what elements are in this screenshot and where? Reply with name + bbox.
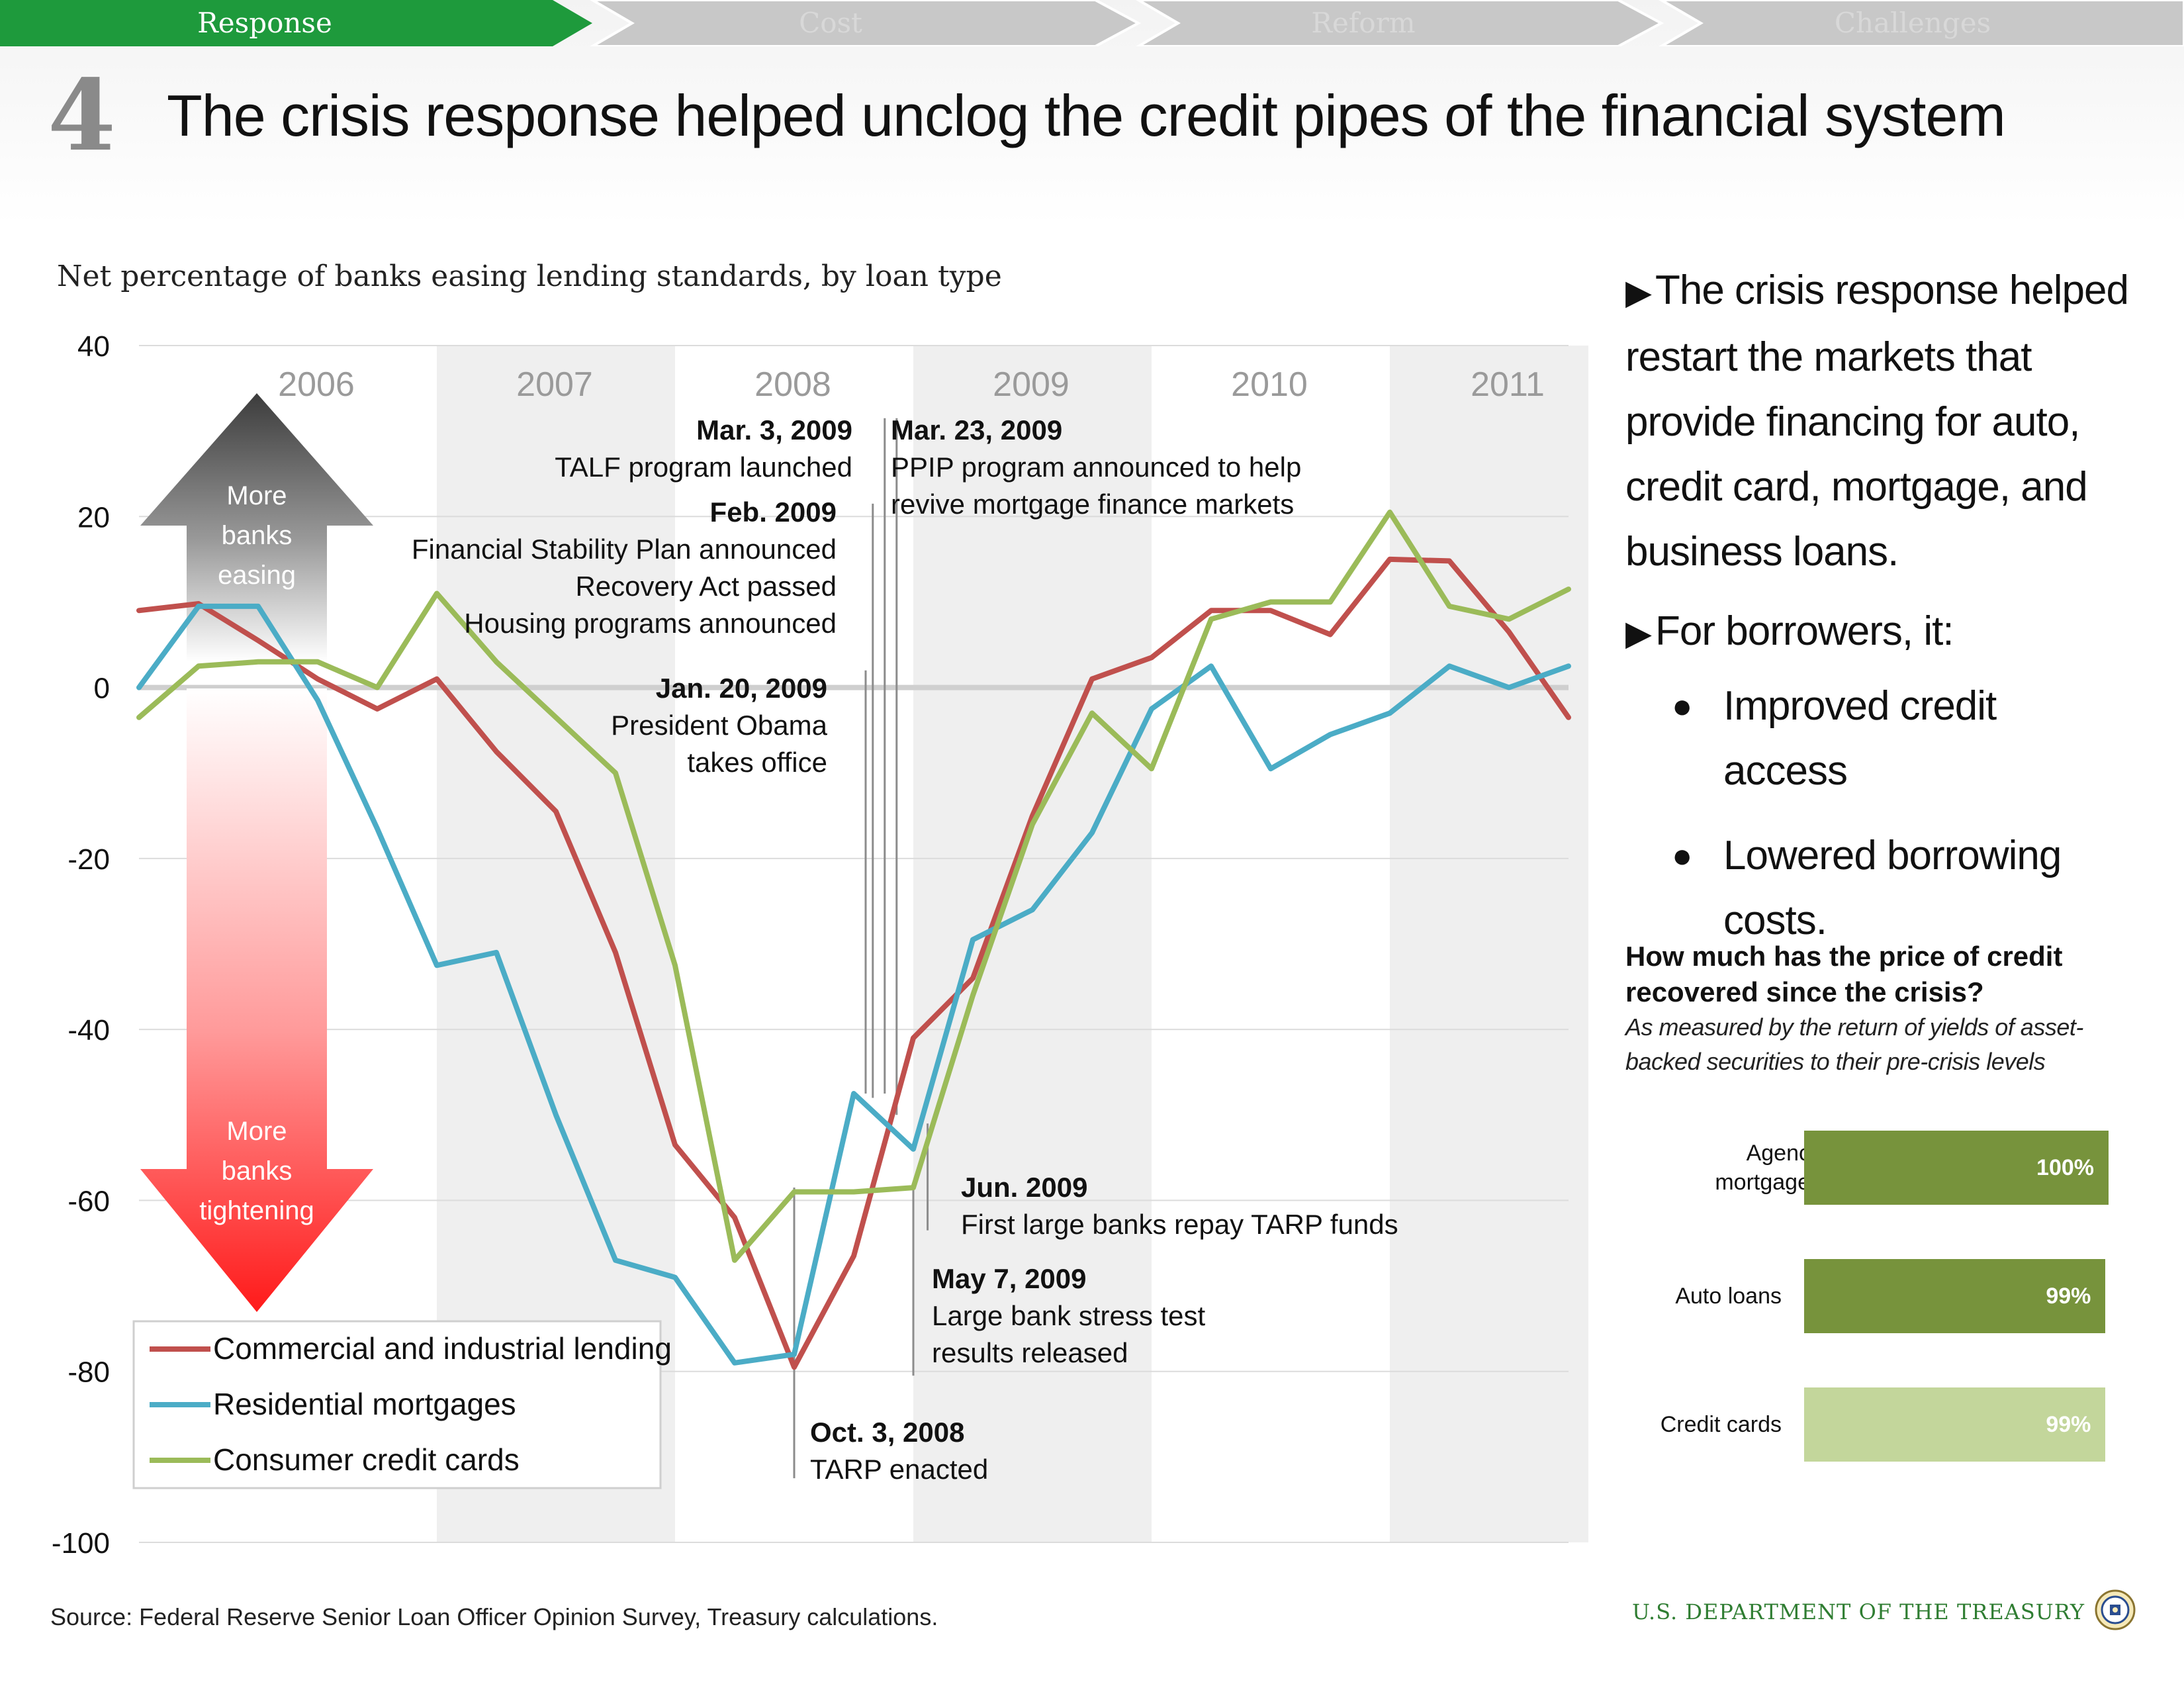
y-tick-label: -100 (52, 1527, 110, 1560)
credit-recovery-bars: Agency mortgages 100% Auto loans 99% Cre… (1625, 1125, 2128, 1470)
tightening-arrow-label: More (226, 1117, 287, 1146)
legend-box (132, 1320, 662, 1489)
annotation-text: Large bank stress test (932, 1300, 1206, 1331)
chart-title: Net percentage of banks easing lending s… (57, 259, 1002, 293)
dot-bullet-icon: ● (1672, 687, 1692, 726)
annotation-text: TARP enacted (810, 1454, 988, 1485)
list-item: ● Improved credit access (1625, 674, 2128, 804)
line-chart: 2006 2007 2008 2009 2010 2011 40 20 0 -20 -40 -60 -8… (52, 330, 1588, 1560)
bar-label: Agency mortgages (1715, 1141, 1821, 1195)
annotation-text: TALF program launched (555, 451, 852, 483)
series-line-0 (136, 556, 1571, 1370)
borrower-benefits-list: ● Improved credit access ● Lowered borrowi… (1625, 674, 2128, 953)
slide-number: 4 (48, 58, 116, 173)
series-line-1 (136, 603, 1571, 1366)
year-label-2008: 2008 (754, 365, 831, 404)
annotation-date: Jan. 20, 2009 (656, 673, 827, 704)
bar-value: 100% (2036, 1155, 2094, 1180)
bullet-borrowers-text: For borrowers, it: (1655, 608, 1954, 654)
bar-agency-mortgages: 100% (1804, 1131, 2109, 1205)
bar-value: 99% (2046, 1412, 2091, 1437)
annotation-date: Feb. 2009 (710, 496, 837, 528)
credit-recovery-description: As measured by the return of yields of a… (1625, 1013, 2083, 1075)
credit-recovery-header: How much has the price of credit recover… (1625, 939, 2128, 1079)
annotation-date: May 7, 2009 (932, 1263, 1087, 1294)
bullet-restart: ▶The crisis response helped restart the … (1625, 258, 2129, 585)
year-label-2011: 2011 (1471, 365, 1545, 404)
bar-row-credit-cards: Credit cards 99% (1625, 1387, 2128, 1462)
y-tick-label: -80 (68, 1356, 110, 1389)
agency-name: U.S. DEPARTMENT OF THE TREASURY (1632, 1599, 2085, 1624)
tab-reform[interactable]: Reform (1311, 7, 1416, 39)
annotation-text: Recovery Act passed (575, 571, 837, 602)
series-line-2 (136, 509, 1571, 1263)
annotation-date: Oct. 3, 2008 (810, 1417, 964, 1448)
bar-row-auto-loans: Auto loans 99% (1625, 1259, 2128, 1333)
legend-label: Consumer credit cards (213, 1442, 520, 1477)
tab-cost[interactable]: Cost (799, 7, 862, 39)
triangle-bullet-icon: ▶ (1625, 273, 1652, 312)
y-tick-label: -20 (68, 843, 110, 876)
tab-challenges[interactable]: Challenges (1834, 7, 1991, 39)
legend-label: Residential mortgages (213, 1387, 516, 1421)
annotation-text: PPIP program announced to help (891, 451, 1301, 483)
y-tick-label: -40 (68, 1014, 110, 1047)
chart-legend: Commercial and industrial lending Residen… (132, 1320, 672, 1489)
annotation-text: revive mortgage finance markets (891, 489, 1294, 520)
annotation-text: Housing programs announced (464, 608, 837, 639)
side-panel: ▶The crisis response helped restart the … (1625, 258, 2129, 953)
year-label-2010: 2010 (1231, 365, 1308, 404)
annotation-text: takes office (687, 747, 827, 778)
annotation-text: Financial Stability Plan announced (412, 534, 837, 565)
bullet-borrowers: ▶For borrowers, it: (1625, 599, 2128, 666)
bar-value: 99% (2046, 1284, 2091, 1309)
bullet-restart-text: The crisis response helped restart the m… (1625, 267, 2129, 575)
benefit-text: Improved credit access (1723, 683, 1997, 794)
easing-arrow-label: More (226, 481, 287, 510)
section-nav-arrows (0, 0, 2184, 46)
treasury-seal-icon (2095, 1589, 2136, 1630)
page-title: The crisis response helped unclog the cr… (167, 83, 2006, 148)
year-label-2006: 2006 (278, 365, 355, 404)
easing-arrow-icon (140, 393, 373, 662)
annotation-text: First large banks repay TARP funds (961, 1209, 1398, 1240)
nav-arrow-cost (590, 0, 1142, 46)
benefit-text: Lowered borrowing costs. (1723, 833, 2062, 943)
nav-arrow-reform (1136, 0, 1664, 46)
tightening-arrow-label: banks (222, 1156, 293, 1186)
nav-arrow-response (0, 0, 592, 46)
year-label-2009: 2009 (993, 365, 1069, 404)
bar-label: Auto loans (1675, 1284, 1782, 1309)
bar-credit-cards: 99% (1804, 1387, 2106, 1462)
list-item: ● Lowered borrowing costs. (1625, 823, 2128, 953)
tightening-arrow-label: tightening (199, 1196, 314, 1225)
section-nav: Response Cost Reform Challenges (0, 0, 2184, 46)
legend-label: Commercial and industrial lending (213, 1331, 672, 1366)
y-tick-label: 40 (77, 330, 110, 363)
y-tick-label: -60 (68, 1185, 110, 1217)
easing-arrow-label: banks (222, 521, 293, 550)
annotation-text: results released (932, 1337, 1128, 1368)
year-band-2011 (1390, 346, 1588, 1542)
source-note: Source: Federal Reserve Senior Loan Offi… (50, 1603, 938, 1630)
bar-auto-loans: 99% (1804, 1259, 2106, 1333)
triangle-bullet-icon: ▶ (1625, 614, 1652, 653)
tightening-arrow-icon (140, 688, 373, 1312)
bar-row-agency-mortgages: Agency mortgages 100% (1625, 1131, 2128, 1205)
annotation-date: Jun. 2009 (961, 1172, 1087, 1203)
credit-recovery-title: How much has the price of credit recover… (1625, 941, 2063, 1008)
nav-arrow-challenges (1659, 0, 2184, 46)
annotation-text: President Obama (611, 710, 827, 741)
easing-arrow-label: easing (218, 561, 296, 590)
tab-response[interactable]: Response (197, 7, 332, 39)
y-tick-label: 0 (94, 673, 110, 705)
y-tick-label: 20 (77, 501, 110, 534)
bar-label: Credit cards (1660, 1412, 1782, 1437)
dot-bullet-icon: ● (1672, 837, 1692, 875)
year-band-2009 (913, 346, 1152, 1542)
annotation-date: Mar. 23, 2009 (891, 414, 1062, 445)
annotation-date: Mar. 3, 2009 (696, 414, 852, 445)
year-label-2007: 2007 (516, 365, 593, 404)
